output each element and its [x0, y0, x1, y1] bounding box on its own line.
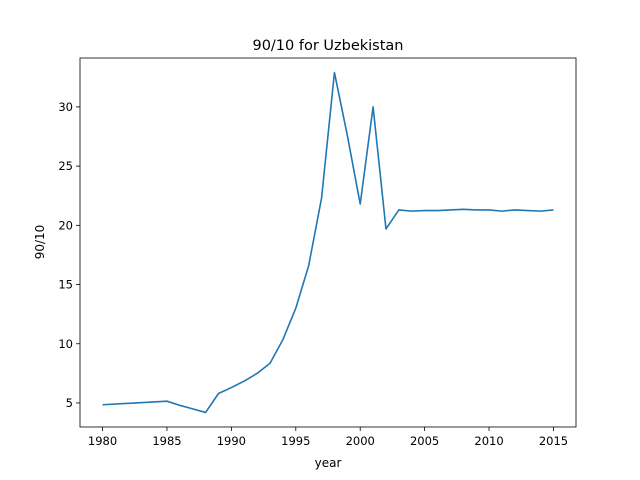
- x-axis-label: year: [315, 456, 342, 470]
- x-tick-label: 1995: [281, 434, 310, 448]
- chart-title: 90/10 for Uzbekistan: [252, 38, 403, 54]
- x-tick-label: 2005: [410, 434, 439, 448]
- x-axis: 1980 1985 1990 1995 2000 2005 2010 2015: [88, 427, 568, 448]
- y-tick-label: 10: [58, 337, 73, 351]
- y-tick-label: 25: [58, 159, 73, 173]
- x-tick-label: 1980: [88, 434, 117, 448]
- x-tick-label: 2010: [474, 434, 503, 448]
- y-axis: 5 10 15 20 25 30: [58, 100, 80, 410]
- x-tick-label: 2000: [346, 434, 375, 448]
- x-tick-label: 2015: [539, 434, 568, 448]
- plot-area: [79, 57, 577, 428]
- series-line: [102, 71, 554, 414]
- y-tick-label: 15: [58, 278, 73, 292]
- x-tick-label: 1985: [152, 434, 181, 448]
- y-tick-label: 5: [66, 396, 73, 410]
- x-tick-label: 1990: [217, 434, 246, 448]
- y-tick-label: 30: [58, 100, 73, 114]
- y-axis-label: 90/10: [33, 225, 47, 260]
- y-tick-label: 20: [58, 218, 73, 232]
